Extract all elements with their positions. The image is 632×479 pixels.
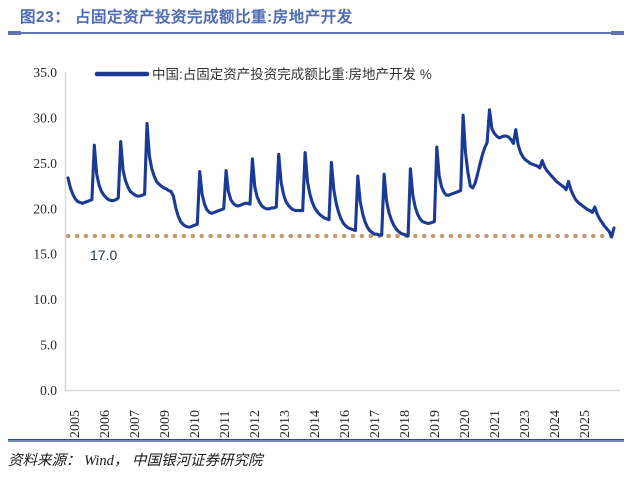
- x-axis-tick-label: 2005: [68, 410, 83, 438]
- title-rule-right-cap: [611, 31, 624, 35]
- x-axis-tick-label: 2017: [368, 410, 383, 438]
- footer-rule: [8, 439, 624, 442]
- y-axis-tick-label: 25.0: [33, 156, 57, 171]
- y-axis-tick-label: 20.0: [33, 201, 57, 216]
- plot-area-border: [64, 72, 620, 392]
- x-axis-tick-label: 2006: [98, 410, 113, 438]
- reference-line-label: 17.0: [90, 247, 117, 263]
- x-axis-tick-label: 2020: [458, 410, 473, 438]
- figure-title: 图23： 占固定资产投资完成额比重:房地产开发: [20, 9, 353, 26]
- y-axis-tick-label: 0.0: [40, 383, 57, 398]
- y-axis-tick-labels: 0.0 5.0 10.0 15.0 20.0 25.0 30.0 35.0: [33, 65, 57, 398]
- y-axis-tick-label: 10.0: [33, 292, 57, 307]
- y-axis-tick-label: 5.0: [40, 338, 57, 353]
- x-axis-tick-label: 2007: [128, 410, 143, 438]
- x-axis-tick-label: 2016: [338, 410, 353, 438]
- y-axis-tick-label: 15.0: [33, 247, 57, 262]
- source-text: 资料来源： Wind， 中国银河证券研究院: [8, 453, 263, 469]
- x-axis-tick-label: 2025: [578, 410, 593, 438]
- x-axis-tick-label: 2023: [518, 410, 533, 438]
- x-axis-tick-labels: 2005 2006 2007 2009 2010 2011 2012 2013 2014 2016…: [68, 410, 593, 438]
- x-axis-tick-label: 2024: [548, 410, 563, 438]
- title-rule-left-cap: [8, 31, 21, 35]
- legend-label: 中国:占固定资产投资完成额比重:房地产开发 %: [152, 67, 432, 82]
- x-axis-tick-label: 2012: [248, 410, 263, 438]
- x-axis-tick-label: 2014: [308, 410, 323, 438]
- x-axis-tick-label: 2009: [158, 410, 173, 438]
- x-axis-tick-label: 2011: [218, 411, 233, 438]
- data-series-line: [66, 108, 616, 239]
- y-axis-tick-label: 35.0: [33, 65, 57, 80]
- x-axis-tick-label: 2021: [488, 410, 503, 438]
- title-rule: [8, 31, 624, 35]
- x-axis-tick-label: 2019: [428, 410, 443, 438]
- y-axis-tick-label: 30.0: [33, 110, 57, 125]
- x-axis-tick-label: 2013: [278, 410, 293, 438]
- x-axis-tick-label: 2010: [188, 410, 203, 438]
- x-axis-tick-label: 2018: [398, 410, 413, 438]
